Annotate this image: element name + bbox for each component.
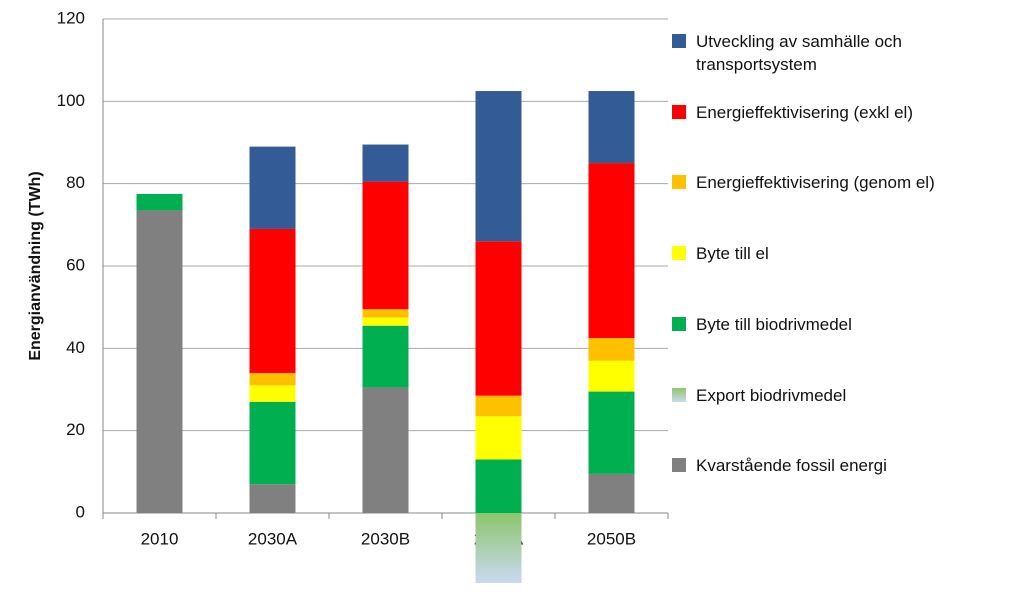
bar-segment xyxy=(249,373,296,386)
bar-segment xyxy=(362,325,409,388)
legend-label: Energieffektivisering (exkl el) xyxy=(696,102,913,122)
legend-swatch xyxy=(672,316,686,331)
x-tick-label: 2050B xyxy=(587,529,636,548)
bar-segment xyxy=(588,360,635,392)
legend-swatch xyxy=(672,175,686,190)
y-tick-label: 0 xyxy=(76,502,85,521)
bar-segment xyxy=(249,484,296,513)
legend-item: Byte till el xyxy=(672,242,976,265)
bar-segment xyxy=(475,395,522,417)
bar-segment xyxy=(136,210,183,514)
legend-swatch xyxy=(672,34,686,48)
legend-item: Kvarstående fossil energi xyxy=(672,454,976,477)
legend-label: Byte till el xyxy=(696,244,769,264)
bar-segment xyxy=(249,146,296,229)
bar-segment xyxy=(475,416,522,460)
bar-segment xyxy=(249,228,296,374)
bar-segment xyxy=(588,473,635,513)
legend-item: Energieffektivisering (genom el) xyxy=(672,171,976,194)
y-tick-label: 60 xyxy=(66,255,85,274)
legend-swatch xyxy=(672,104,686,119)
legend-item: Utveckling av samhälle och transportsyst… xyxy=(672,30,976,76)
y-tick-label: 20 xyxy=(66,420,85,439)
legend-swatch xyxy=(672,458,686,473)
bar-segment xyxy=(475,459,522,513)
bar-segment xyxy=(588,338,635,361)
bar-segment xyxy=(588,91,635,164)
y-tick-label: 40 xyxy=(66,338,85,357)
y-tick-label: 120 xyxy=(57,8,85,27)
y-tick-label: 80 xyxy=(66,173,85,192)
legend-label: Energieffektivisering (genom el) xyxy=(696,173,935,193)
legend-label: Byte till biodrivmedel xyxy=(696,314,852,334)
legend-swatch xyxy=(672,387,686,402)
x-tick-label: 2030B xyxy=(361,529,410,548)
bar-segment xyxy=(362,181,409,310)
legend-item: Byte till biodrivmedel xyxy=(672,313,976,336)
bar-segment xyxy=(362,144,409,182)
bar-segment xyxy=(362,317,409,326)
bar-segment xyxy=(362,387,409,513)
bar-segment xyxy=(588,163,635,339)
bar-segment xyxy=(136,193,183,211)
legend-label: Export biodrivmedel xyxy=(696,385,847,405)
legend-item: Energieffektivisering (exkl el) xyxy=(672,101,976,124)
legend-item: Export biodrivmedel xyxy=(672,384,976,407)
bar-segment xyxy=(249,385,296,402)
bar-segment xyxy=(588,391,635,474)
legend-label: Kvarstående fossil energi xyxy=(696,456,887,476)
x-tick-label: 2010 xyxy=(141,529,179,548)
bar-segment xyxy=(475,91,522,242)
y-axis-label: Energianvändning (TWh) xyxy=(27,171,44,360)
bar-segment xyxy=(249,401,296,485)
legend-swatch xyxy=(672,246,686,261)
bar-segment xyxy=(362,309,409,318)
legend-label: Utveckling av samhälle och transportsyst… xyxy=(696,32,902,74)
bar-segment xyxy=(475,241,522,396)
x-tick-label: 2030A xyxy=(248,529,298,548)
y-tick-label: 100 xyxy=(57,91,85,110)
bar-segment xyxy=(475,513,522,583)
